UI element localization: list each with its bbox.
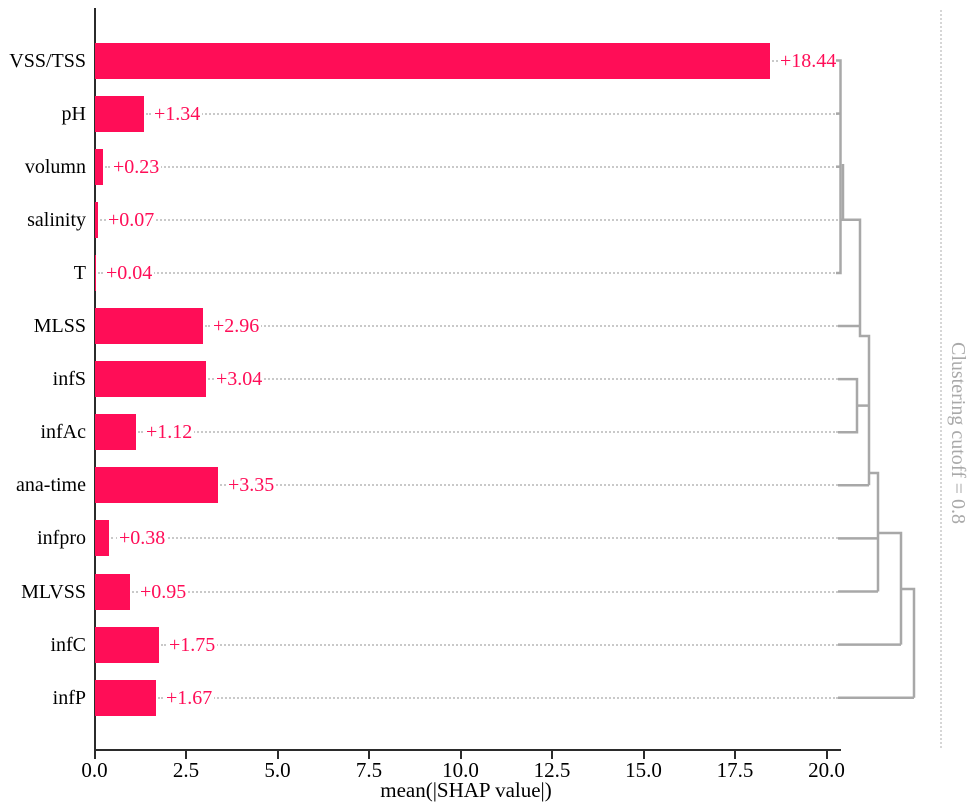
x-axis-tick-label: 17.5 — [716, 758, 754, 782]
x-axis-tick — [551, 751, 553, 759]
shap-bar — [95, 467, 218, 504]
shap-value-label: +1.12 — [144, 419, 195, 446]
shap-value-label: +2.96 — [211, 313, 262, 339]
feature-label: infC — [50, 633, 86, 656]
shap-bar — [95, 414, 136, 451]
shap-value-label: +1.34 — [152, 100, 203, 127]
row-guide-dotted-line — [98, 271, 838, 274]
row-guide-dotted-line — [220, 484, 838, 487]
shap-value-label: +3.35 — [226, 472, 277, 499]
feature-label: VSS/TSS — [9, 49, 86, 72]
feature-label: T — [73, 261, 86, 284]
row-guide-dotted-line — [111, 537, 838, 540]
row-guide-dotted-line — [161, 643, 838, 646]
x-axis-tick — [825, 751, 828, 759]
x-axis-tick — [459, 751, 462, 759]
row-guide-dotted-line — [158, 696, 838, 699]
feature-label: infAc — [40, 421, 86, 444]
x-axis-tick-label: 2.5 — [172, 758, 200, 782]
x-axis-tick-label: 5.0 — [264, 758, 291, 782]
x-axis-tick — [734, 751, 736, 759]
shap-bar — [95, 679, 156, 716]
shap-value-label: +0.07 — [106, 206, 157, 233]
row-guide-dotted-line — [132, 590, 838, 593]
row-guide-dotted-line — [105, 165, 838, 168]
x-axis-tick-label: 12.5 — [533, 758, 571, 782]
x-axis-tick — [93, 751, 96, 759]
shap-value-label: +0.95 — [138, 578, 189, 605]
x-axis-tick-label: 10.0 — [442, 758, 479, 782]
shap-bar — [95, 573, 130, 610]
row-guide-dotted-line — [208, 378, 838, 381]
shap-bar — [95, 148, 103, 185]
dendrogram-branch — [869, 471, 880, 592]
feature-label: MLSS — [33, 315, 86, 337]
shap-bar — [95, 520, 109, 557]
x-axis-tick — [276, 751, 279, 759]
x-axis-tick — [642, 751, 645, 759]
feature-label: MLVSS — [21, 580, 86, 603]
dendrogram-branch — [858, 326, 871, 486]
dendrogram-branch — [901, 587, 916, 698]
row-guide-dotted-line — [146, 112, 838, 115]
shap-value-label: +0.04 — [104, 259, 155, 286]
dendrogram-branch — [840, 218, 862, 326]
x-axis-tick-label: 15.0 — [625, 758, 662, 782]
feature-label: volumn — [24, 155, 86, 178]
clustering-cutoff-label: Clustering cutoff = 0.8 — [947, 341, 969, 524]
x-axis-tick — [368, 751, 370, 759]
shap-bar — [95, 361, 206, 398]
shap-bar — [95, 95, 144, 132]
row-guide-dotted-line — [100, 218, 838, 221]
x-axis-tick-label: 0.0 — [81, 758, 108, 782]
feature-label: infpro — [37, 527, 86, 550]
x-axis-tick-label: 7.5 — [355, 758, 383, 782]
dendrogram-branch — [878, 531, 903, 645]
shap-bar — [95, 626, 159, 663]
row-guide-dotted-line — [138, 431, 838, 434]
feature-label: infS — [52, 368, 86, 391]
x-axis-tick — [185, 751, 187, 759]
shap-value-label: +18.44 — [778, 47, 839, 74]
shap-value-label: +3.04 — [214, 366, 265, 393]
feature-label: ana-time — [16, 474, 86, 497]
dendrogram-branch — [838, 377, 859, 434]
shap-bar — [95, 308, 203, 344]
shap-value-label: +1.75 — [167, 631, 218, 658]
shap-bar — [95, 42, 770, 79]
shap-value-label: +0.23 — [111, 153, 162, 180]
feature-label: salinity — [27, 208, 86, 231]
x-axis-title: mean(|SHAP value|) — [380, 778, 552, 802]
shap-bar — [95, 201, 98, 238]
shap-value-label: +1.67 — [164, 684, 215, 711]
feature-label: pH — [61, 102, 86, 125]
row-guide-dotted-line — [205, 325, 838, 327]
clustering-cutoff-line — [940, 10, 942, 748]
shap-bar — [95, 254, 96, 291]
shap-value-label: +0.38 — [117, 525, 168, 552]
feature-label: infP — [52, 686, 86, 709]
x-axis-tick-label: 20.0 — [808, 758, 845, 782]
x-axis-line — [94, 749, 841, 751]
